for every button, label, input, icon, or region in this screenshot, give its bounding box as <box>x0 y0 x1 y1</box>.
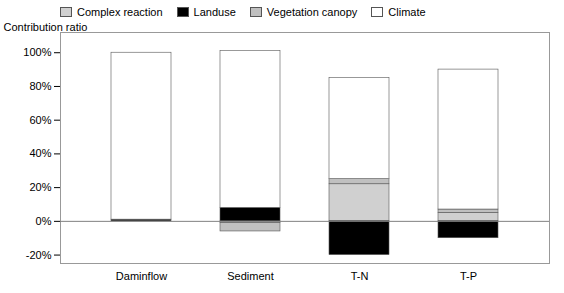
svg-text:Daminflow: Daminflow <box>116 270 167 282</box>
svg-text:80%: 80% <box>29 80 51 92</box>
html-text:Landuse: Landuse <box>193 6 236 18</box>
svg-text:-20%: -20% <box>26 249 52 261</box>
svg-text:40%: 40% <box>29 147 51 159</box>
html-text:Complex reaction: Complex reaction <box>77 6 163 18</box>
svg-text:100%: 100% <box>23 46 51 58</box>
html-text:Vegetation canopy: Vegetation canopy <box>266 6 358 18</box>
html-text:Climate: Climate <box>388 6 426 18</box>
svg-text:Contribution ratio: Contribution ratio <box>4 21 88 33</box>
svg-text:T-P: T-P <box>460 270 477 282</box>
svg-text:T-N: T-N <box>351 270 369 282</box>
svg-text:60%: 60% <box>29 114 51 126</box>
svg-text:0%: 0% <box>36 215 52 227</box>
svg-text:20%: 20% <box>29 181 51 193</box>
svg-text:Sediment: Sediment <box>227 270 273 282</box>
